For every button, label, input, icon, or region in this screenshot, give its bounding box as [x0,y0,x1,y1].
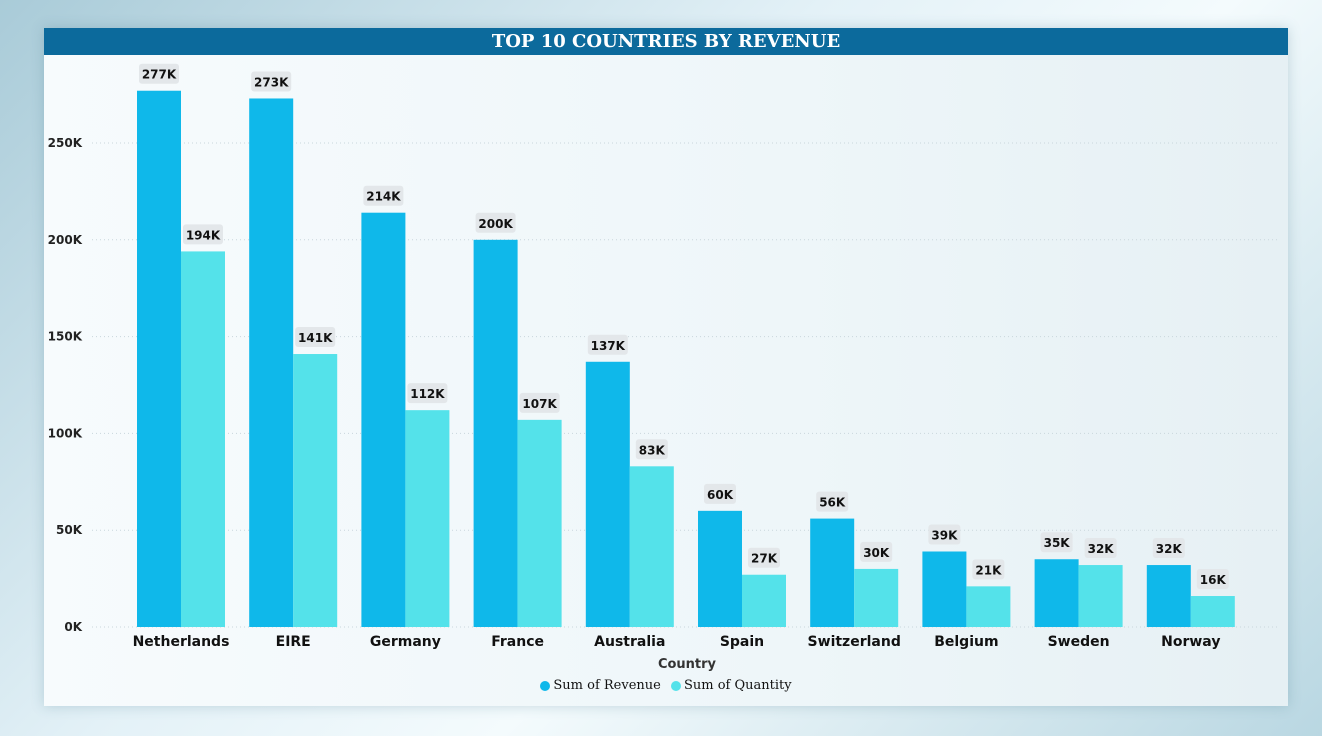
data-label-revenue: 32K [1156,542,1183,556]
bar-quantity [293,354,338,627]
bar-quantity [405,410,450,627]
data-label-bg [1084,538,1117,559]
bar-quantity [966,586,1011,627]
data-label-bg [748,547,780,568]
legend-label-quantity: Sum of Quantity [683,678,792,693]
data-label-bg [587,334,628,355]
data-label-bg [139,63,179,84]
bar-quantity [1078,565,1123,627]
data-label-bg [251,71,292,92]
data-label-revenue: 200K [478,217,513,231]
bar-quantity [854,568,899,627]
x-tick-label: Australia [594,634,665,650]
x-tick-label: France [491,634,544,650]
data-label-bg [860,541,893,562]
data-label-bg [363,185,404,206]
bar-quantity [629,466,674,627]
bar-revenue [473,239,518,628]
bar-revenue [922,551,967,627]
bar-revenue [1034,559,1079,627]
data-label-bg [475,212,516,233]
data-label-bg [704,483,736,504]
data-label-bg [928,524,961,545]
x-axis-title: Country [658,657,717,672]
data-label-bg [1040,532,1073,553]
y-tick-label: 200K [48,233,83,247]
data-label-quantity: 194K [186,228,221,242]
data-label-bg [183,224,223,245]
bar-revenue [698,510,742,627]
x-tick-label: Belgium [934,634,998,650]
bar-chart: 0K 50K 100K 150K 200K 250K 277K 194K Netherlands… [48,63,1280,672]
legend-label-revenue: Sum of Revenue [553,678,661,693]
bar-revenue [249,98,294,628]
bar-revenue [361,212,406,628]
data-label-bg [519,392,560,413]
data-label-bg [1152,538,1185,559]
bar-revenue [137,90,181,627]
data-label-revenue: 273K [254,75,289,89]
data-label-bg [295,327,336,348]
data-label-revenue: 39K [931,528,958,542]
y-tick-label: 150K [48,330,83,344]
bar-quantity [181,251,225,627]
bar-revenue [585,361,630,627]
legend-item-revenue[interactable]: Sum of Revenue [540,678,661,693]
bar-revenue [810,518,855,627]
data-label-quantity: 16K [1200,573,1227,587]
bar-revenue [1146,565,1191,627]
data-label-quantity: 27K [751,552,778,566]
y-tick-label: 250K [48,136,83,150]
data-label-bg [635,439,668,460]
data-label-quantity: 107K [522,397,557,411]
data-label-quantity: 32K [1088,542,1115,556]
data-label-quantity: 83K [639,443,666,457]
x-tick-label: EIRE [276,634,311,650]
data-label-quantity: 30K [863,546,890,560]
legend-swatch-revenue [540,680,551,691]
legend: Sum of Revenue Sum of Quantity [44,678,1288,695]
bar-quantity [1190,596,1235,627]
data-label-bg [972,559,1005,580]
data-label-revenue: 60K [707,488,734,502]
x-tick-label: Netherlands [133,634,230,650]
data-label-revenue: 35K [1044,536,1071,550]
legend-item-quantity[interactable]: Sum of Quantity [670,678,792,693]
y-tick-label: 50K [56,523,83,537]
data-label-bg [816,491,849,512]
x-tick-label: Spain [720,634,764,650]
data-label-bg [407,383,448,404]
data-label-bg [1196,569,1229,590]
chart-title: TOP 10 COUNTRIES BY REVENUE [44,28,1288,55]
bar-quantity [742,574,786,627]
bar-quantity [517,419,562,627]
data-label-revenue: 277K [142,68,177,82]
data-label-revenue: 56K [819,496,846,510]
y-tick-label: 100K [48,426,83,440]
data-label-quantity: 21K [975,563,1002,577]
y-tick-label: 0K [64,620,82,634]
chart-card: TOP 10 COUNTRIES BY REVENUE 0K 50K 100K 150… [44,28,1288,706]
data-label-quantity: 112K [410,387,445,401]
data-label-quantity: 141K [298,331,333,345]
x-tick-label: Sweden [1048,634,1110,650]
x-tick-label: Germany [370,634,441,650]
data-label-revenue: 214K [366,190,401,204]
legend-swatch-quantity [670,680,681,691]
data-label-revenue: 137K [591,339,626,353]
x-tick-label: Norway [1161,634,1220,650]
x-tick-label: Switzerland [808,634,901,650]
